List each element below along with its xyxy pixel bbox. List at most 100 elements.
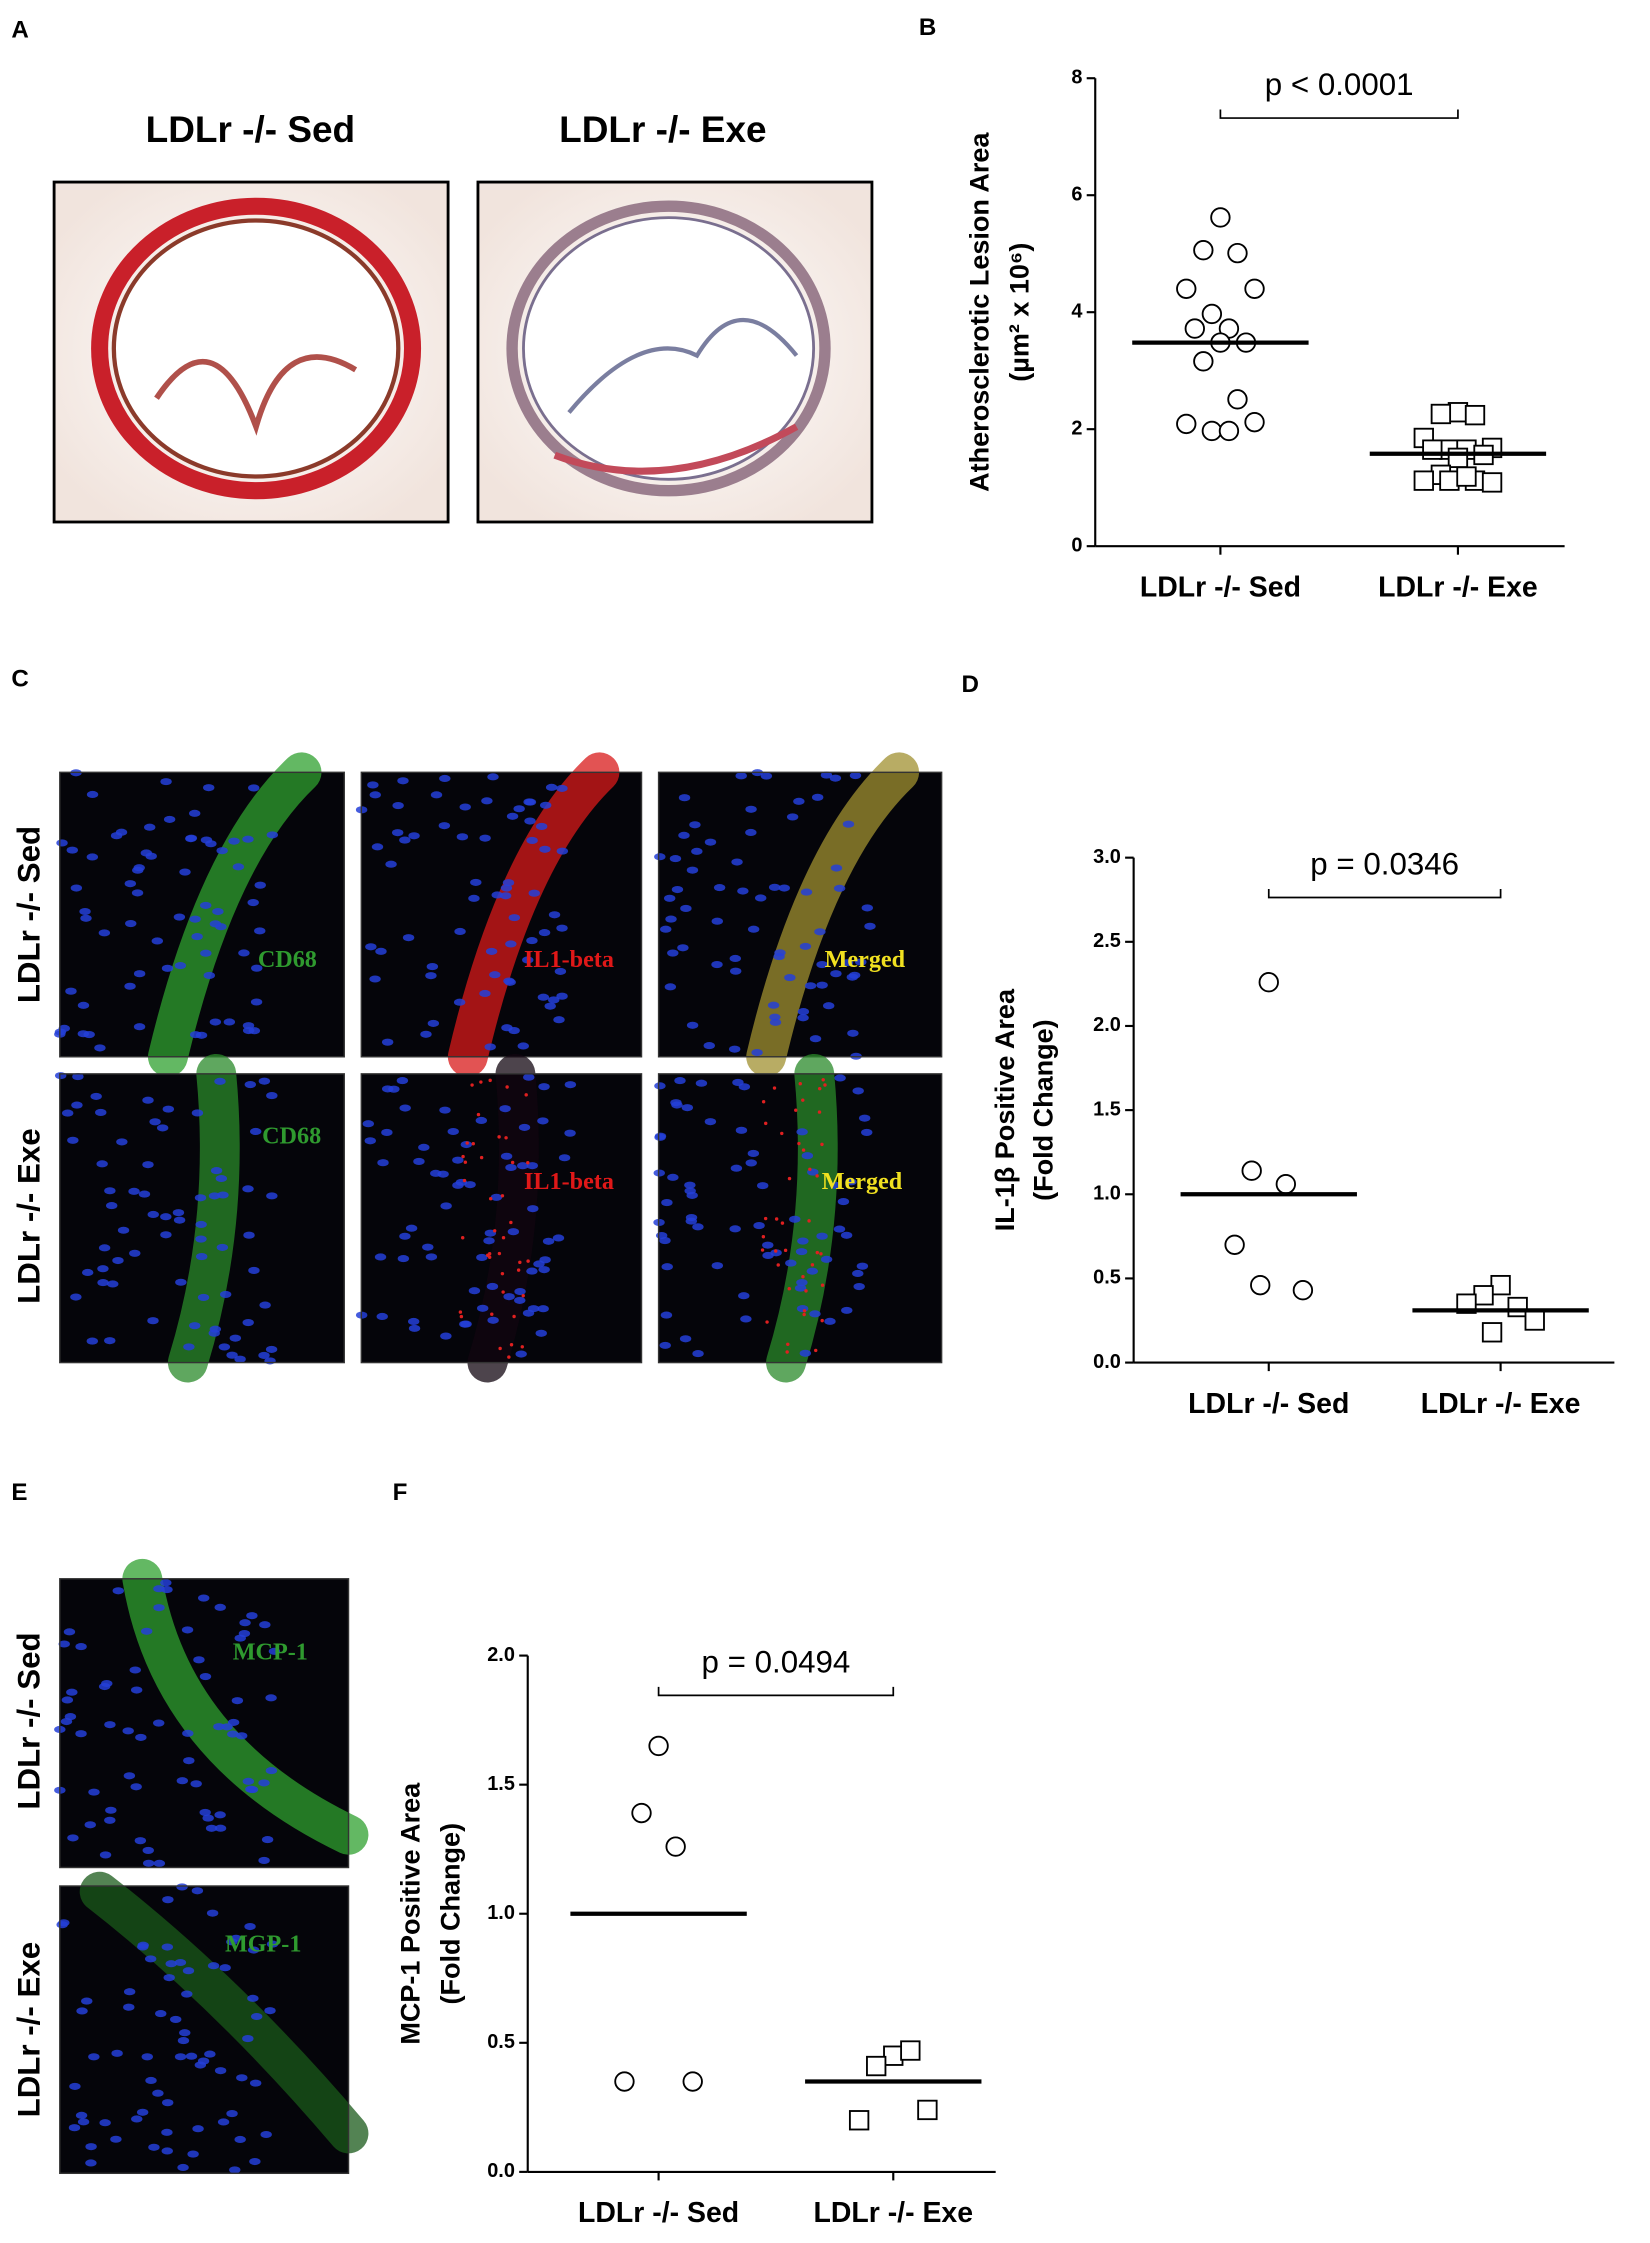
nucleus [182, 1967, 195, 1975]
nucleus [793, 797, 805, 805]
nucleus [786, 813, 799, 821]
nucleus [67, 1136, 79, 1144]
data-point [1210, 207, 1231, 228]
nucleus [852, 1269, 864, 1278]
nucleus [242, 1777, 255, 1785]
nucleus [778, 884, 790, 892]
significance-bracket [1267, 888, 1502, 899]
nucleus [75, 1730, 87, 1738]
nucleus [858, 1114, 871, 1122]
nucleus [486, 1282, 499, 1290]
nucleus [381, 1038, 394, 1046]
nucleus [558, 1154, 571, 1162]
nucleus [216, 847, 228, 855]
nucleus [112, 1587, 124, 1595]
nucleus [90, 1092, 102, 1100]
nucleus [176, 1777, 189, 1785]
nucleus [198, 1594, 210, 1602]
nucleus [99, 1851, 112, 1859]
y-tick-label: 1.5 [1093, 1098, 1121, 1120]
nucleus [402, 934, 415, 942]
nucleus [170, 2015, 182, 2023]
nucleus [71, 1101, 83, 1109]
nucleus [526, 836, 538, 844]
nucleus [259, 1621, 271, 1629]
nucleus [161, 964, 174, 972]
signal [798, 1081, 802, 1086]
nucleus [97, 1279, 109, 1287]
nucleus [214, 1603, 226, 1611]
fluorescence-image [355, 752, 643, 1077]
nucleus [753, 1222, 765, 1230]
nucleus [728, 1045, 741, 1053]
y-axis-label: (Fold Change) [435, 1823, 465, 2005]
nucleus [203, 971, 215, 980]
nucleus [205, 1824, 218, 1832]
nucleus [799, 1349, 812, 1357]
nucleus [153, 1719, 165, 1727]
nucleus [483, 1237, 495, 1245]
nucleus [505, 1163, 517, 1172]
y-tick-label: 2.0 [1093, 1014, 1121, 1036]
nucleus [468, 894, 480, 902]
nucleus [200, 901, 212, 909]
nucleus [730, 1164, 743, 1172]
nucleus [833, 884, 846, 892]
nucleus [730, 967, 742, 975]
nucleus [661, 1199, 673, 1207]
nucleus [711, 1262, 724, 1270]
nucleus [487, 773, 499, 781]
nucleus [216, 1243, 229, 1251]
nucleus [214, 1824, 227, 1832]
signal [462, 1178, 467, 1183]
nucleus [66, 846, 78, 854]
image-border [59, 1885, 350, 2175]
panel-letter: F [393, 1479, 408, 1506]
nucleus [667, 949, 679, 957]
significance-bracket [657, 1686, 895, 1697]
nucleus [110, 2135, 122, 2143]
nucleus [811, 793, 824, 801]
signal [465, 1141, 469, 1145]
nucleus [774, 949, 786, 957]
tissue-band [147, 752, 322, 1077]
nucleus [524, 817, 536, 825]
nucleus [499, 892, 512, 900]
nucleus [385, 860, 397, 868]
nucleus [840, 1231, 853, 1239]
stain-label: Merged [825, 946, 906, 973]
nucleus [99, 2119, 111, 2127]
nucleus [206, 1909, 219, 1917]
signal [470, 1083, 474, 1087]
nucleus [163, 815, 176, 823]
data-point [1193, 351, 1214, 372]
nucleus [107, 1280, 119, 1288]
nucleus [513, 805, 525, 813]
stain-label: IL1-beta [524, 1168, 614, 1195]
nucleus [391, 829, 404, 837]
nucleus [161, 1586, 173, 1594]
nucleus [440, 1202, 452, 1210]
signal [498, 1346, 502, 1351]
nucleus [500, 1152, 513, 1160]
nucleus [797, 1008, 810, 1016]
nucleus [80, 914, 92, 922]
nucleus [732, 1078, 744, 1086]
nucleus [503, 1293, 515, 1301]
nucleus [85, 2143, 97, 2151]
data-point [1218, 420, 1240, 442]
nucleus [738, 1292, 750, 1300]
nucleus [194, 2061, 207, 2069]
nucleus [248, 1266, 260, 1275]
data-point [614, 2071, 635, 2092]
nucleus [674, 1077, 686, 1085]
tissue-band [467, 1053, 539, 1383]
nucleus [556, 784, 568, 792]
nucleus [244, 1080, 257, 1089]
nucleus [141, 2053, 153, 2061]
nucleus [249, 2079, 262, 2087]
nucleus [684, 1187, 696, 1195]
nucleus [266, 1940, 279, 1948]
nucleus [123, 1988, 136, 1996]
nucleus [678, 831, 690, 839]
